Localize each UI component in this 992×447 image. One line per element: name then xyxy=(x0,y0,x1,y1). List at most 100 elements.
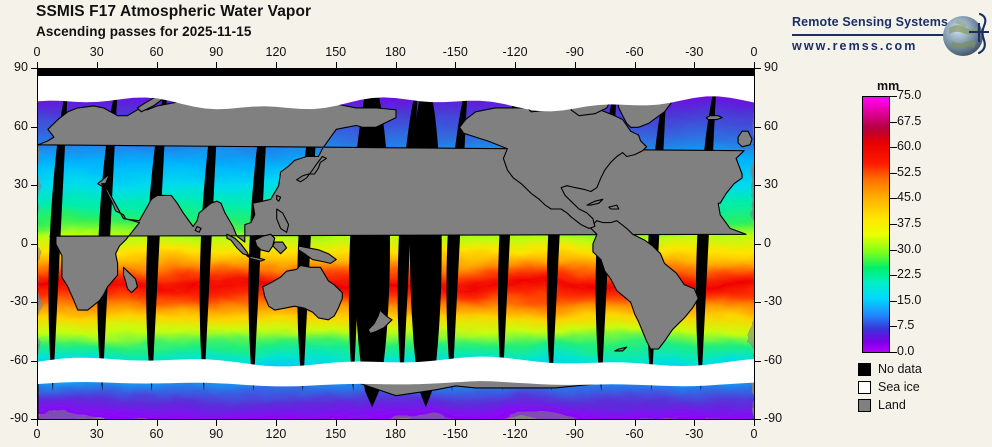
legend-item-no-data: No data xyxy=(858,360,988,378)
colorbar-tick-label: 37.5 xyxy=(897,216,922,230)
x-axis-tick-label-bottom: 120 xyxy=(265,427,287,441)
x-axis-tick-label-bottom: -60 xyxy=(625,427,644,441)
brand-url: www.remss.com xyxy=(792,39,918,53)
landmass-tierra xyxy=(614,346,628,352)
landmass-madagascar xyxy=(122,266,138,294)
y-axis-tick-label-left: -60 xyxy=(10,352,29,367)
x-axis-tick-label-top: 60 xyxy=(149,45,164,59)
brand-name: Remote Sensing Systems xyxy=(792,15,949,29)
x-axis-tick-label-top: -60 xyxy=(625,45,644,59)
y-axis-tick-label-left: 0 xyxy=(21,235,28,250)
colorbar-tick xyxy=(889,326,897,327)
colorbar-unit-label: mm xyxy=(877,79,900,93)
x-axis-tick xyxy=(515,62,516,68)
x-axis-tick-label-bottom: 180 xyxy=(385,427,406,441)
colorbar-gradient xyxy=(863,97,889,352)
x-axis-tick-label-bottom: 30 xyxy=(89,427,104,441)
legend-label-land: Land xyxy=(878,398,906,412)
colorbar-tick-label: 0.0 xyxy=(897,344,915,358)
x-axis-tick xyxy=(754,62,755,68)
colorbar-tick xyxy=(889,224,897,225)
landmass-new-guinea xyxy=(297,245,337,264)
y-axis-tick xyxy=(755,361,761,362)
landmass-iceland xyxy=(705,115,723,121)
x-axis-tick xyxy=(157,62,158,68)
x-axis-tick xyxy=(276,420,277,426)
y-axis-tick xyxy=(31,68,37,69)
map-frame xyxy=(37,68,755,420)
y-axis-tick-label-left: 30 xyxy=(14,177,28,191)
colorbar-tick xyxy=(889,198,897,199)
x-axis-tick-label-top: 30 xyxy=(89,45,104,59)
landmass-taiwan xyxy=(276,194,282,202)
x-axis-tick-label-bottom: -90 xyxy=(565,427,584,441)
landmass-sumatra xyxy=(226,233,250,257)
x-axis-tick xyxy=(635,420,636,426)
x-axis-tick-label-bottom: -120 xyxy=(502,427,528,441)
colorbar-tick-label: 30.0 xyxy=(897,242,922,256)
colorbar-tick-label: 67.5 xyxy=(897,114,922,128)
y-axis-tick xyxy=(755,302,761,303)
y-axis-tick xyxy=(31,361,37,362)
x-axis-tick xyxy=(515,420,516,426)
landmass-cuba xyxy=(586,198,604,206)
x-axis-tick-label-top: -150 xyxy=(442,45,468,59)
colorbar-tick-label: 7.5 xyxy=(897,318,915,332)
x-axis-tick xyxy=(336,420,337,426)
y-axis-tick-label-right: 60 xyxy=(764,118,778,133)
x-axis-tick xyxy=(336,62,337,68)
x-axis-tick xyxy=(276,62,277,68)
page-subtitle: Ascending passes for 2025-11-15 xyxy=(36,24,252,39)
colorbar-tick xyxy=(889,275,897,276)
colorbar-tick-label: 60.0 xyxy=(897,139,922,153)
legend-item-land: Land xyxy=(858,396,988,414)
page-title: SSMIS F17 Atmospheric Water Vapor xyxy=(36,3,312,20)
x-axis-tick xyxy=(97,420,98,426)
swath-gap xyxy=(146,84,168,392)
colorbar-tick xyxy=(889,96,897,97)
legend-label-no-data: No data xyxy=(878,362,922,376)
x-axis-tick-label-top: -90 xyxy=(565,45,584,59)
x-axis-tick-label-top: 120 xyxy=(265,45,287,59)
landmass-japan xyxy=(296,155,327,183)
y-axis-tick xyxy=(31,419,37,420)
x-axis-tick xyxy=(216,62,217,68)
y-axis-tick xyxy=(755,127,761,128)
x-axis-tick xyxy=(97,62,98,68)
landmass-australia xyxy=(262,264,343,321)
y-axis-tick xyxy=(31,244,37,245)
x-axis-tick xyxy=(694,62,695,68)
y-axis-tick xyxy=(755,419,761,420)
y-axis-tick xyxy=(31,302,37,303)
legend-swatch-sea-ice xyxy=(858,381,871,394)
colorbar-tick-label: 75.0 xyxy=(897,88,922,102)
x-axis-tick-label-top: 150 xyxy=(325,45,347,59)
colorbar-tick xyxy=(889,122,897,123)
landmass-hispaniola xyxy=(608,204,620,210)
brand-divider xyxy=(792,34,948,36)
legend-swatch-land xyxy=(858,399,871,412)
colorbar[interactable] xyxy=(862,96,890,353)
sea-ice-arctic xyxy=(38,69,754,112)
north-pole-nodata-strip xyxy=(38,69,754,76)
x-axis-tick-label-bottom: -150 xyxy=(442,427,468,441)
x-axis-tick xyxy=(37,62,38,68)
colorbar-tick-label: 45.0 xyxy=(897,190,922,204)
remss-logo[interactable]: Remote Sensing Systems www.remss.com xyxy=(792,8,989,64)
colorbar-tick-label: 52.5 xyxy=(897,165,922,179)
x-axis-tick-label-bottom: 0 xyxy=(33,427,41,441)
y-axis-tick xyxy=(755,185,761,186)
y-axis-tick-label-right: 30 xyxy=(764,177,778,191)
x-axis-tick-label-top: 0 xyxy=(33,45,41,59)
legend-swatch-no-data xyxy=(858,363,871,376)
y-axis-tick xyxy=(755,68,761,69)
colorbar-tick-label: 15.0 xyxy=(897,293,922,307)
x-axis-tick-label-top: -30 xyxy=(685,45,704,59)
colorbar-tick xyxy=(889,301,897,302)
sea-ice-antarctic xyxy=(38,356,754,387)
x-axis-tick-label-top: 0 xyxy=(750,45,758,59)
y-axis-tick-label-right: -30 xyxy=(764,294,783,308)
map-plot-area[interactable] xyxy=(37,68,755,420)
x-axis-tick xyxy=(694,420,695,426)
